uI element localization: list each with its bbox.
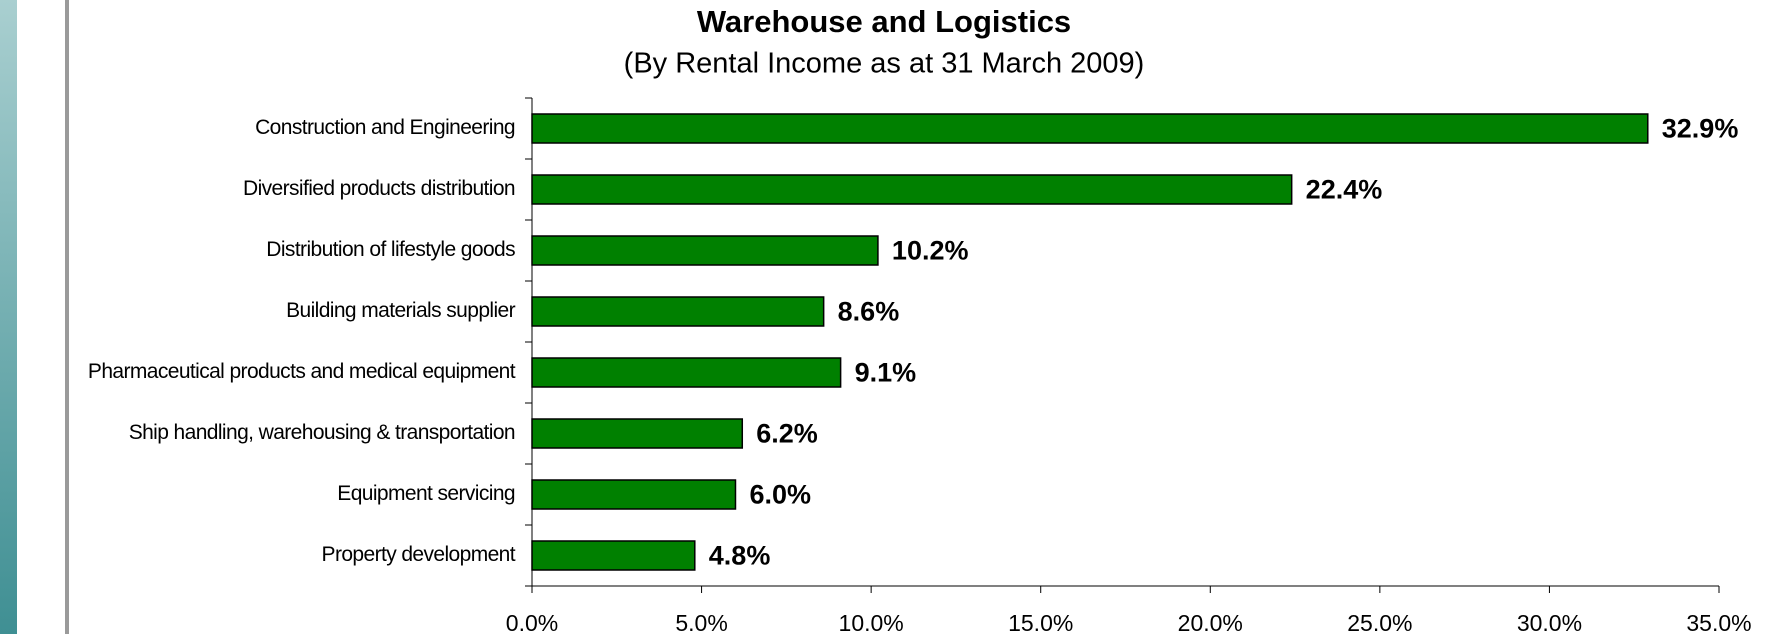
data-label: 8.6% [838, 297, 900, 327]
bar [531, 540, 696, 571]
data-label: 32.9% [1662, 114, 1739, 144]
x-tick-label: 0.0% [506, 610, 558, 634]
data-label: 10.2% [892, 236, 969, 266]
y-tick-label: Ship handling, warehousing & transportat… [129, 421, 515, 444]
data-label: 9.1% [855, 358, 917, 388]
side-line [65, 0, 69, 634]
x-tick-label: 10.0% [839, 610, 904, 634]
chart-title: Warehouse and Logistics [697, 4, 1071, 39]
bar [531, 357, 842, 388]
chart-subtitle: (By Rental Income as at 31 March 2009) [624, 48, 1145, 80]
y-tick-label: Building materials supplier [286, 299, 516, 322]
y-tick-label: Diversified products distribution [243, 177, 515, 200]
bar [531, 296, 825, 327]
bar [531, 174, 1293, 205]
data-label: 22.4% [1306, 175, 1383, 205]
data-label: 6.0% [749, 480, 811, 510]
x-tick-label: 25.0% [1347, 610, 1412, 634]
x-tick-label: 5.0% [675, 610, 727, 634]
x-tick-label: 30.0% [1517, 610, 1582, 634]
y-tick-label: Construction and Engineering [255, 116, 515, 139]
y-tick-label: Property development [322, 543, 516, 566]
bar [531, 113, 1649, 144]
bar [531, 418, 744, 449]
y-tick-label: Equipment servicing [337, 482, 515, 505]
data-label: 4.8% [709, 541, 771, 571]
bar [531, 235, 879, 266]
data-label: 6.2% [756, 419, 818, 449]
x-tick-label: 15.0% [1008, 610, 1073, 634]
y-tick-label: Distribution of lifestyle goods [266, 238, 515, 261]
x-tick-label: 35.0% [1686, 610, 1751, 634]
side-strip [0, 0, 17, 634]
x-tick-label: 20.0% [1178, 610, 1243, 634]
bar [531, 479, 737, 510]
y-tick-label: Pharmaceutical products and medical equi… [88, 360, 516, 383]
